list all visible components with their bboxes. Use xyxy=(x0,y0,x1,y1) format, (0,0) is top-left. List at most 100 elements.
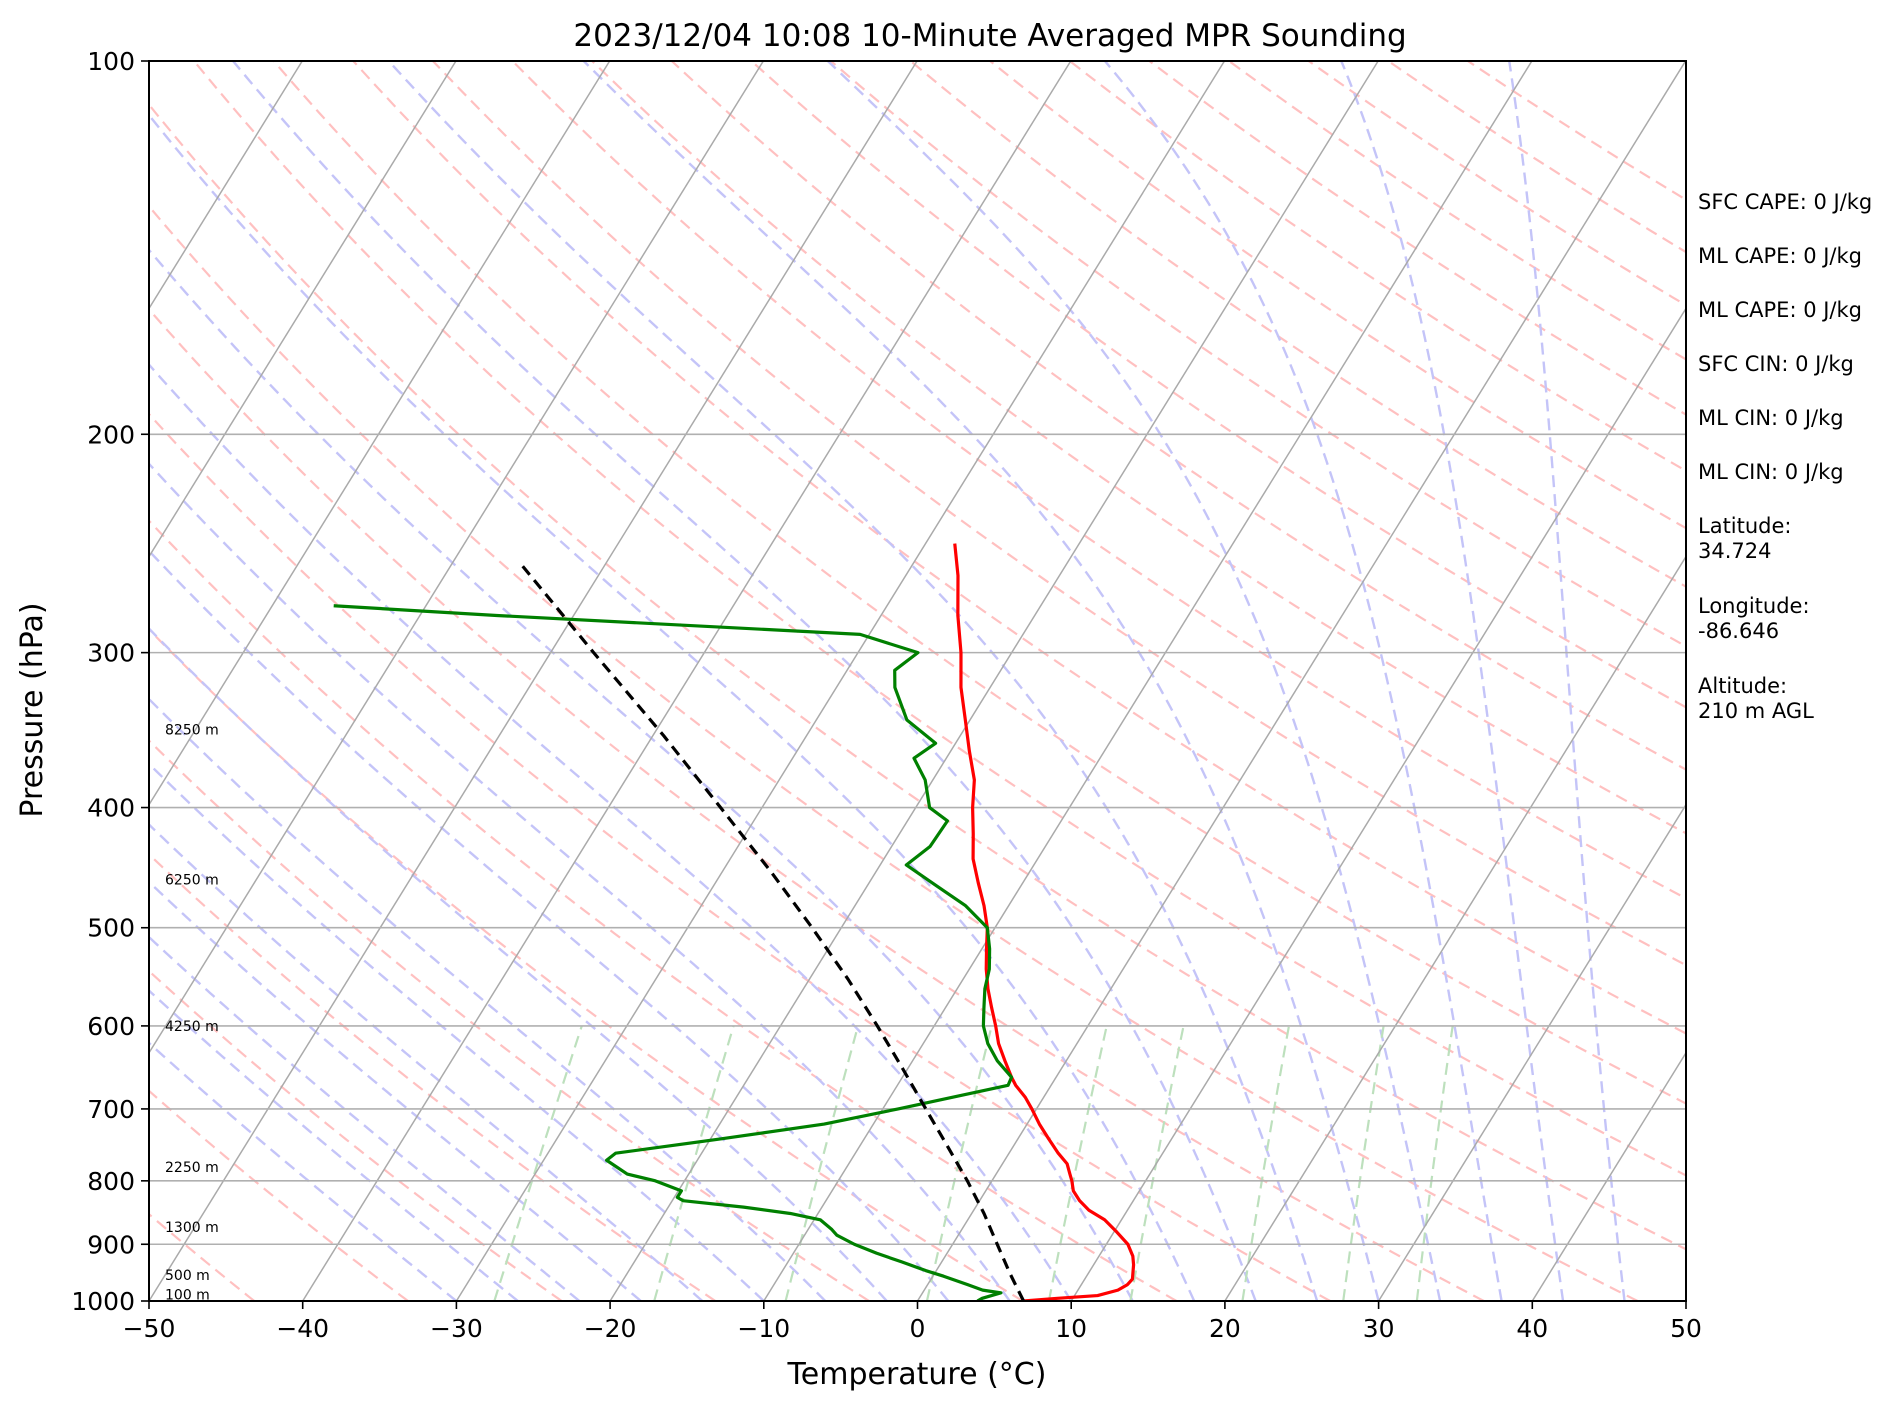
moist-adiabat xyxy=(149,113,1196,1301)
y-tick-label: 300 xyxy=(87,639,135,668)
info-annotation: Longitude: -86.646 xyxy=(1698,594,1810,643)
dewpoint-line xyxy=(333,604,1014,1301)
y-tick-label: 1000 xyxy=(71,1287,135,1316)
height-label: 1300 m xyxy=(165,1220,219,1236)
isotherm xyxy=(763,61,1533,1301)
isotherm xyxy=(149,61,457,558)
axis-ticks: −50 −40 −30 −20 −10 0 10 20 30 40 50 100 200 300 400 50… xyxy=(71,47,1702,1343)
y-tick-label: 800 xyxy=(87,1167,135,1196)
height-label: 8250 m xyxy=(165,722,219,738)
moist-adiabat xyxy=(1340,61,1565,1301)
y-axis-label: Pressure (hPa) xyxy=(15,602,50,817)
moist-adiabat xyxy=(149,822,704,1301)
isotherm xyxy=(149,61,303,310)
x-tick-label: 50 xyxy=(1670,1314,1702,1343)
moist-adiabat xyxy=(1103,61,1503,1301)
height-label: 2250 m xyxy=(165,1160,219,1176)
moist-adiabat xyxy=(149,248,1134,1301)
x-tick-label: 10 xyxy=(1055,1314,1087,1343)
isotherm xyxy=(609,61,1379,1301)
info-annotation: Altitude: 210 m AGL xyxy=(1698,674,1814,723)
profile-lines xyxy=(333,543,1136,1301)
x-tick-label: 20 xyxy=(1209,1314,1241,1343)
dry-adiabat xyxy=(670,61,1686,771)
moist-adiabat xyxy=(149,626,888,1301)
mixing-ratio-line xyxy=(1415,1025,1454,1301)
isotherm xyxy=(1224,555,1686,1301)
x-tick-label: −50 xyxy=(123,1314,176,1343)
isotherm xyxy=(149,61,611,807)
y-tick-label: 200 xyxy=(87,420,135,449)
x-axis-label: Temperature (°C) xyxy=(787,1357,1047,1392)
isotherm xyxy=(455,61,1226,1301)
info-annotation: SFC CIN: 0 J/kg xyxy=(1698,352,1854,376)
mixing-ratio-line xyxy=(493,1025,583,1301)
info-annotation: ML CIN: 0 J/kg xyxy=(1698,406,1844,430)
dry-adiabat xyxy=(591,61,1686,835)
x-tick-label: −20 xyxy=(584,1314,637,1343)
isotherm xyxy=(1377,803,1686,1301)
mixing-ratio-line xyxy=(1241,1025,1291,1301)
dry-adiabat xyxy=(149,204,1639,1301)
moist-adiabat xyxy=(149,1041,458,1301)
temperature-line xyxy=(953,543,1136,1301)
x-tick-label: 0 xyxy=(910,1314,926,1343)
info-annotation: SFC CAPE: 0 J/kg xyxy=(1698,190,1872,214)
dry-adiabat xyxy=(149,307,1485,1301)
dry-adiabat xyxy=(432,61,1686,967)
info-annotation: ML CAPE: 0 J/kg xyxy=(1698,244,1862,268)
isotherm xyxy=(302,61,1072,1301)
y-tick-label: 100 xyxy=(87,47,135,76)
mixing-ratio-line xyxy=(1047,1025,1108,1301)
moist-adiabat xyxy=(149,988,519,1301)
dry-adiabat xyxy=(750,61,1686,709)
isotherm xyxy=(149,61,918,1301)
height-labels: 100 m 500 m 1300 m 2250 m 4250 m 6250 m 8250 m xyxy=(165,722,219,1303)
info-annotation: ML CAPE: 0 J/kg xyxy=(1698,298,1862,322)
y-tick-label: 600 xyxy=(87,1012,135,1041)
moist-adiabat xyxy=(232,61,1257,1301)
x-tick-label: −10 xyxy=(737,1314,790,1343)
info-panel: SFC CAPE: 0 J/kg ML CAPE: 0 J/kg ML CAPE: … xyxy=(1698,190,1872,723)
dry-adiabat xyxy=(830,61,1686,648)
info-annotation: ML CIN: 0 J/kg xyxy=(1698,460,1844,484)
dry-adiabat xyxy=(352,61,1686,1035)
moist-adiabat xyxy=(149,549,950,1301)
isotherm xyxy=(1070,307,1686,1301)
isotherm xyxy=(916,61,1686,1301)
moist-adiabat xyxy=(149,362,1073,1301)
parcel-line xyxy=(520,564,1025,1301)
height-label: 6250 m xyxy=(165,872,219,888)
x-tick-label: −30 xyxy=(430,1314,483,1343)
dry-adiabat xyxy=(149,627,1024,1301)
pressure-gridlines xyxy=(149,61,1686,1301)
y-tick-label: 900 xyxy=(87,1230,135,1259)
moist-adiabat xyxy=(149,462,1011,1301)
isotherm xyxy=(1531,1051,1686,1301)
y-tick-label: 700 xyxy=(87,1095,135,1124)
height-label: 500 m xyxy=(165,1268,210,1284)
moist-adiabat xyxy=(149,880,642,1301)
moist-adiabat xyxy=(387,61,1319,1301)
height-label: 100 m xyxy=(165,1287,210,1303)
moist-adiabat xyxy=(149,762,765,1301)
moist-adiabat xyxy=(826,61,1442,1301)
dry-adiabat xyxy=(149,969,563,1301)
dry-adiabat xyxy=(272,61,1686,1105)
dry-adiabat xyxy=(149,852,716,1301)
x-tick-label: −40 xyxy=(276,1314,329,1343)
dry-adiabat xyxy=(149,519,1178,1301)
x-tick-label: 40 xyxy=(1516,1314,1548,1343)
moist-adiabat xyxy=(582,61,1380,1301)
info-annotation: Latitude: 34.724 xyxy=(1698,514,1792,563)
dry-adiabat xyxy=(149,1089,409,1301)
isotherm xyxy=(149,61,764,1055)
x-tick-label: 30 xyxy=(1363,1314,1395,1343)
background-lines xyxy=(149,61,1686,1301)
y-tick-label: 500 xyxy=(87,914,135,943)
chart-title: 2023/12/04 10:08 10-Minute Averaged MPR … xyxy=(573,18,1406,54)
height-label: 4250 m xyxy=(165,1019,219,1035)
y-tick-label: 400 xyxy=(87,794,135,823)
moist-adiabat xyxy=(1508,61,1626,1301)
